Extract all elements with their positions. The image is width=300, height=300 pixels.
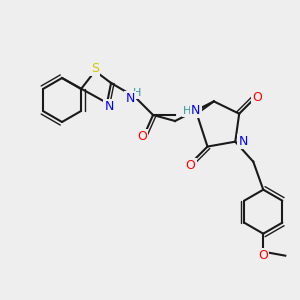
Text: N: N (104, 100, 114, 113)
Text: O: O (258, 249, 268, 262)
Text: O: O (185, 159, 195, 172)
Text: N: N (238, 135, 248, 148)
Text: O: O (137, 130, 147, 143)
Text: H: H (183, 106, 191, 116)
Text: H: H (133, 88, 141, 98)
Text: N: N (191, 104, 200, 117)
Text: O: O (252, 91, 262, 104)
Text: S: S (91, 61, 99, 74)
Text: N: N (125, 92, 135, 106)
